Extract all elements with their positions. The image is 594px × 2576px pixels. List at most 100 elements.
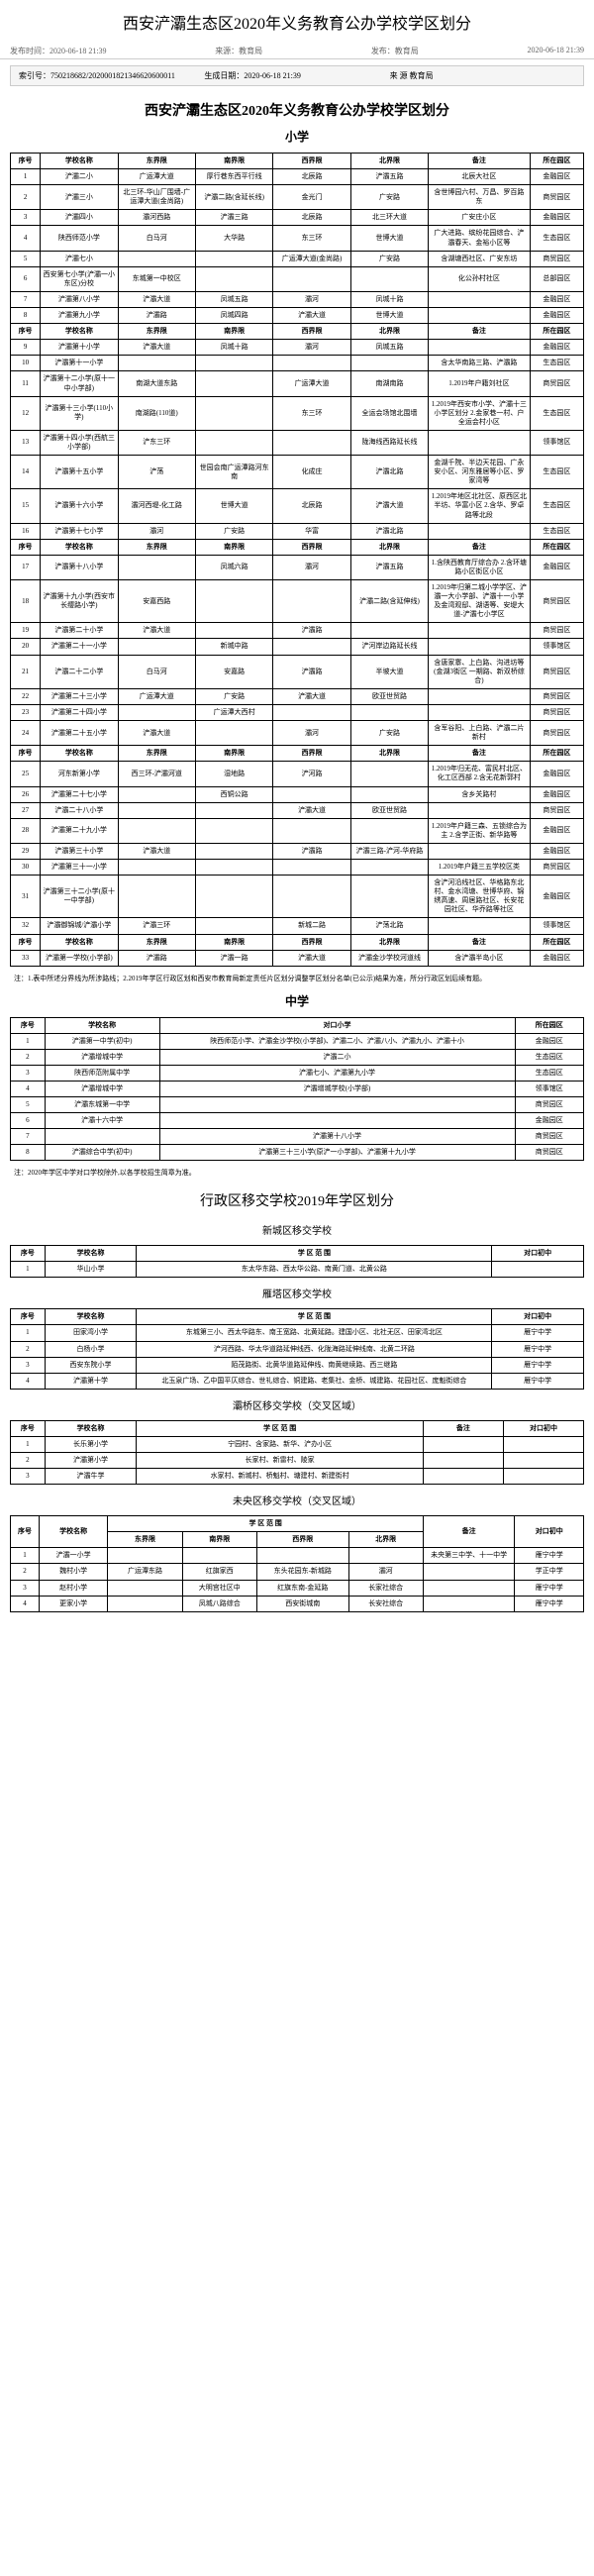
primary-table: 序号学校名称东界限南界限西界限北界限备注所在园区 1浐灞二小广运潭大道厚行巷东西… bbox=[10, 153, 584, 967]
table-cell: 浐灞大道 bbox=[273, 308, 350, 324]
col-header: 学 区 范 围 bbox=[137, 1309, 492, 1325]
primary-note: 注：1.表中所述分界线为所涉路线；2.2019年学区行政区划和西安市教育局新定责… bbox=[0, 971, 594, 988]
table-cell: 宁园村、含家路、新华、浐办小区 bbox=[137, 1436, 424, 1452]
table-cell bbox=[429, 523, 531, 539]
table-row: 18浐灞第十九小学(西安市长缨路小学)安嘉西路浐灞二路(含延伸线)1.2019年… bbox=[11, 580, 584, 623]
table-cell: 商贸园区 bbox=[530, 251, 583, 266]
table-row: 3浐灞四小灞河西路浐灞三路北辰路北三环大道广安庄小区金融园区 bbox=[11, 210, 584, 226]
table-cell: 北辰路 bbox=[273, 489, 350, 523]
table-cell: 19 bbox=[11, 623, 41, 639]
table-cell: 东三环 bbox=[273, 396, 350, 430]
col-header: 备注 bbox=[429, 324, 531, 340]
table-cell: 浐灞十六中学 bbox=[45, 1113, 159, 1129]
table-cell: 7 bbox=[11, 291, 41, 307]
table-cell bbox=[429, 430, 531, 455]
table-cell: 浐灞第十三小学(110小学) bbox=[41, 396, 118, 430]
table-cell: 30 bbox=[11, 859, 41, 875]
wy-h-range: 学 区 范 围 bbox=[108, 1516, 423, 1532]
table-row: 24浐灞第二十五小学浐灞大道灞河广安路含军谷阳、上白路、浐灞二片新村商贸园区 bbox=[11, 721, 584, 746]
table-cell: 浐灞第三十二小学(原十一中学部) bbox=[41, 876, 118, 918]
table-cell bbox=[195, 623, 272, 639]
table-row: 2浐灞第小学长家村、新雷村、陵家 bbox=[11, 1453, 584, 1469]
table-cell: 领事馆区 bbox=[515, 1081, 583, 1096]
table-cell: 浐灞第十八小学 bbox=[159, 1129, 515, 1145]
table-cell: 浐灞第二十三小学 bbox=[41, 688, 118, 704]
table-cell: 河东新第小学 bbox=[41, 762, 118, 786]
table-cell: 1 bbox=[11, 169, 41, 185]
table-row: 8浐灞综合中学(初中)浐灞第三十三小学(原浐一小学部)、浐灞第十九小学商贸园区 bbox=[11, 1145, 584, 1161]
table-row: 20浐灞第二十一小学新城中路浐河岸边路延长线领事馆区 bbox=[11, 639, 584, 655]
table-cell: 生态园区 bbox=[530, 396, 583, 430]
table-cell bbox=[195, 251, 272, 266]
table-cell: 浐灞一小学 bbox=[39, 1548, 107, 1564]
table-cell bbox=[503, 1453, 583, 1469]
table-cell: 大明宫社区中 bbox=[182, 1580, 256, 1596]
table-cell: 北三环大道 bbox=[350, 210, 428, 226]
table-cell bbox=[195, 876, 272, 918]
table-cell bbox=[348, 1548, 423, 1564]
table-row: 13浐灞第十四小学(西航三小学部)浐东三环陇海线西路延长线领事馆区 bbox=[11, 430, 584, 455]
table-cell: 浐灞第九小学 bbox=[41, 308, 118, 324]
table-cell: 11 bbox=[11, 371, 41, 396]
table-cell: 1.2019年西安市小学、浐灞十三小学区划分 2.金家巷一村、户全运会村小区 bbox=[429, 396, 531, 430]
table-cell bbox=[429, 291, 531, 307]
table-cell: 浐灞二十二小学 bbox=[41, 655, 118, 688]
meta-right: 2020-06-18 21:39 bbox=[527, 46, 584, 56]
table-cell: 浐灞第十四小学(西航三小学部) bbox=[41, 430, 118, 455]
table-row: 8浐灞第九小学浐灞路凤城四路浐灞大道世博大道金融园区 bbox=[11, 308, 584, 324]
table-cell bbox=[273, 639, 350, 655]
col-header: 南界限 bbox=[195, 539, 272, 555]
table-cell: 浐灞第十六小学 bbox=[41, 489, 118, 523]
table-row: 1华山小学东太华东路、西太华公路、南黄门道、北黄公路 bbox=[11, 1262, 584, 1278]
table-cell: 灞河 bbox=[348, 1564, 423, 1580]
table-cell bbox=[429, 308, 531, 324]
col-header: 序号 bbox=[11, 539, 41, 555]
table-cell: 28 bbox=[11, 818, 41, 843]
table-cell: 东城第三小、西太华路东、南王宽路、北黄延路。建国小区、北社无区、田家湾北区 bbox=[137, 1325, 492, 1341]
table-cell: 含世博园六村、万昌、罗百路东 bbox=[429, 185, 531, 210]
table-cell bbox=[118, 704, 195, 720]
table-cell: 浐灞第一学校(小学部) bbox=[41, 950, 118, 966]
table-cell: 浐河岸边路延长线 bbox=[350, 639, 428, 655]
table-cell: 生态园区 bbox=[515, 1065, 583, 1081]
table-cell: 灞河西路 bbox=[118, 210, 195, 226]
table-cell: 化成庄 bbox=[273, 456, 350, 489]
table-row: 1浐灞第一中学(初中)陕西师范小学、浐灞金沙学校(小学部)、浐灞二小、浐灞八小、… bbox=[11, 1033, 584, 1049]
table-cell bbox=[118, 802, 195, 818]
table-cell: 安嘉路 bbox=[195, 655, 272, 688]
col-header: 南界限 bbox=[195, 934, 272, 950]
wy-h-mid: 对口初中 bbox=[515, 1516, 584, 1548]
table-cell bbox=[423, 1580, 515, 1596]
table-cell: 浐灞三路 bbox=[195, 210, 272, 226]
table-cell: 浐灞第二十一小学 bbox=[41, 639, 118, 655]
table-cell bbox=[429, 639, 531, 655]
table-cell: 浐灞牛学 bbox=[45, 1469, 137, 1485]
table-cell bbox=[159, 1096, 515, 1112]
table-cell: 灞河 bbox=[273, 555, 350, 579]
table-cell: 浐灞大道 bbox=[118, 340, 195, 356]
table-cell: 浐灞第十八小学 bbox=[41, 555, 118, 579]
table-row: 26浐灞第二十七小学西铜公路含乡关路村金融园区 bbox=[11, 786, 584, 802]
col-header: 所在园区 bbox=[530, 154, 583, 169]
table-cell: 生态园区 bbox=[530, 356, 583, 371]
table-cell bbox=[195, 430, 272, 455]
col-header: 对口初中 bbox=[492, 1246, 584, 1262]
col-header: 所在园区 bbox=[530, 539, 583, 555]
table-cell bbox=[195, 802, 272, 818]
xincheng-header-row: 序号学校名称学 区 范 围对口初中 bbox=[11, 1246, 584, 1262]
col-header: 学 区 范 围 bbox=[137, 1246, 492, 1262]
table-cell: 2 bbox=[11, 1049, 46, 1065]
table-cell: 2 bbox=[11, 1564, 40, 1580]
table-row: 6西安第七小学(浐灞一小东区)分校东城第一中校区化公孙村社区总部园区 bbox=[11, 266, 584, 291]
table-cell: 世博大道 bbox=[350, 308, 428, 324]
table-cell: 广运潭大道 bbox=[118, 169, 195, 185]
middle-table: 序号学校名称对口小学所在园区 1浐灞第一中学(初中)陕西师范小学、浐灞金沙学校(… bbox=[10, 1017, 584, 1162]
table-cell: 长家社综合 bbox=[348, 1580, 423, 1596]
table-cell: 雁宁中学 bbox=[515, 1548, 584, 1564]
col-header: 东界限 bbox=[118, 746, 195, 762]
primary-subtitle: 小学 bbox=[0, 124, 594, 149]
table-cell: 陕西师范小学、浐灞金沙学校(小学部)、浐灞二小、浐灞八小、浐灞九小、浐灞十小 bbox=[159, 1033, 515, 1049]
table-cell: 金融园区 bbox=[530, 291, 583, 307]
table-cell: 红旗家西 bbox=[182, 1564, 256, 1580]
table-cell: 浐灞路 bbox=[273, 655, 350, 688]
